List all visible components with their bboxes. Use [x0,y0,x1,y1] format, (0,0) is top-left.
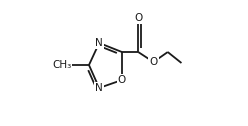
Text: CH₃: CH₃ [52,60,71,70]
Text: O: O [134,13,142,23]
Text: N: N [95,38,103,48]
Text: N: N [95,83,103,93]
Text: O: O [149,57,158,67]
Text: O: O [118,75,126,85]
